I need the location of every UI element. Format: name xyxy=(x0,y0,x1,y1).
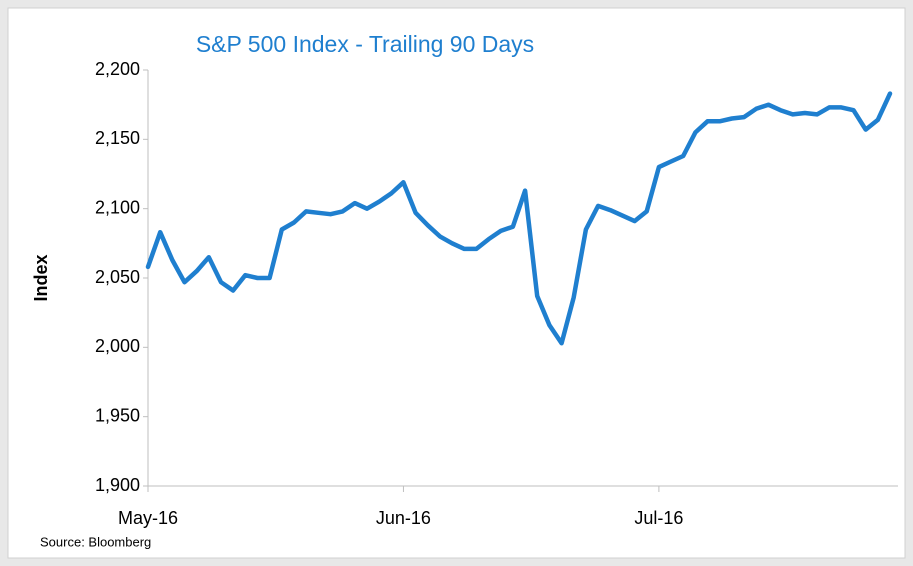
source-note: Source: Bloomberg xyxy=(40,534,151,549)
y-tick-label: 1,950 xyxy=(95,405,140,425)
y-tick-label: 2,100 xyxy=(95,197,140,217)
x-tick-label: Jul-16 xyxy=(634,508,683,528)
chart-title: S&P 500 Index - Trailing 90 Days xyxy=(196,31,534,57)
y-tick-label: 2,150 xyxy=(95,128,140,148)
y-tick-label: 2,000 xyxy=(95,336,140,356)
x-tick-label: Jun-16 xyxy=(376,508,431,528)
y-tick-label: 1,900 xyxy=(95,475,140,495)
y-axis-label: Index xyxy=(31,254,51,301)
y-tick-label: 2,050 xyxy=(95,267,140,287)
data-line xyxy=(145,91,893,346)
chart-frame xyxy=(7,7,906,559)
x-tick-label: May-16 xyxy=(118,508,178,528)
y-tick-label: 2,200 xyxy=(95,59,140,79)
